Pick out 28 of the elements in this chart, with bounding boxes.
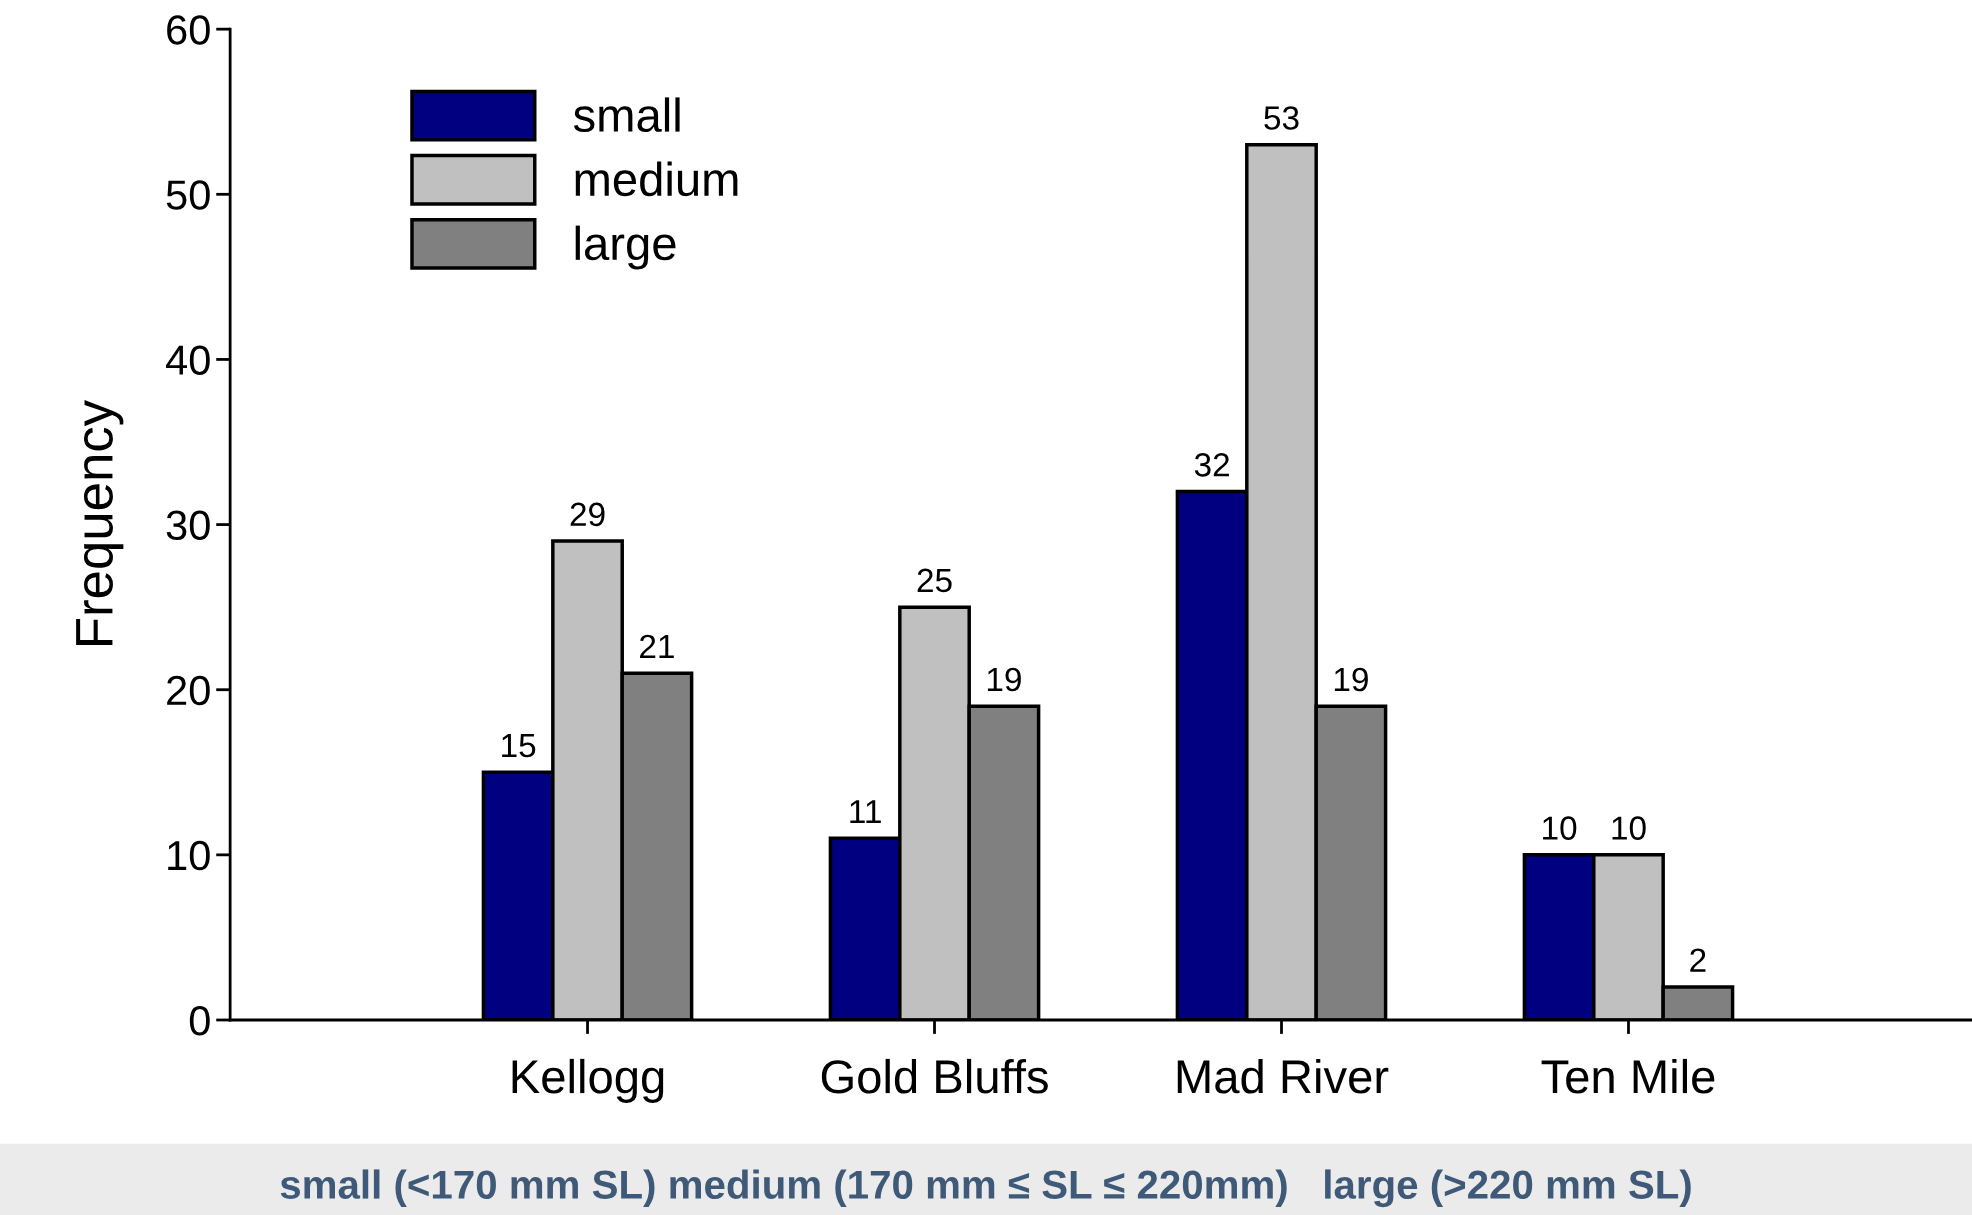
data-label: 29: [570, 502, 605, 527]
data-label: 10: [1612, 816, 1646, 840]
data-label: 2: [1690, 948, 1706, 972]
legend-label: small: [573, 97, 680, 133]
x-tick-label: Ten Mile: [1541, 1058, 1715, 1094]
data-label: 11: [850, 800, 881, 824]
y-tick-label: 0: [189, 1006, 210, 1036]
y-tick-label: 20: [167, 675, 210, 706]
data-label: 32: [1194, 453, 1229, 477]
y-tick-label: 60: [167, 15, 210, 45]
y-axis-title: Frequency: [76, 399, 124, 645]
data-label: 25: [917, 568, 952, 593]
data-label: 19: [1334, 667, 1368, 692]
legend-label: medium: [575, 161, 738, 197]
y-tick-label: 40: [166, 345, 210, 375]
text: small (<170 mm SL) medium (170 mm ≤ SL ≤ 220mm) large (>220 mm SL): [280, 1169, 1691, 1208]
y-tick-label: 50: [166, 180, 210, 210]
data-label: 21: [640, 634, 674, 658]
data-label: 10: [1543, 816, 1577, 840]
x-tick-label: Mad River: [1177, 1058, 1389, 1094]
legend-label: large: [575, 225, 676, 270]
data-label: 53: [1264, 106, 1299, 130]
data-label: 19: [987, 667, 1021, 692]
data-label: 15: [502, 734, 536, 758]
x-tick-label: Kellogg: [512, 1058, 664, 1103]
x-tick-label: Gold Bluffs: [821, 1058, 1048, 1094]
y-tick-label: 10: [168, 840, 210, 871]
y-tick-label: 30: [166, 510, 210, 541]
